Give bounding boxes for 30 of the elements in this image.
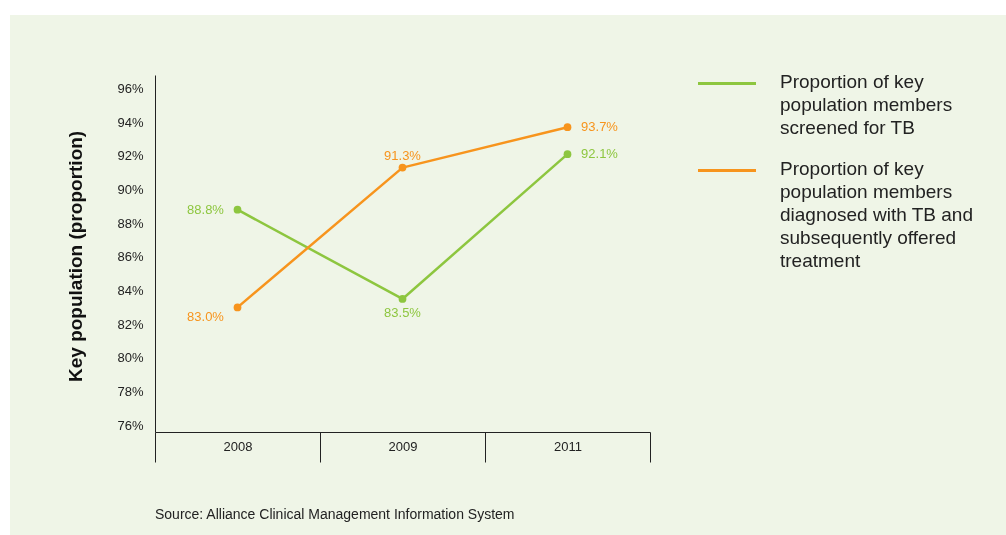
- legend-label: Proportion of key population members screened for TB: [780, 70, 954, 139]
- x-tick-label: 2011: [554, 438, 582, 454]
- y-axis-title: Key population (proportion): [65, 130, 86, 382]
- data-label: 83.5%: [384, 304, 422, 320]
- y-tick-label: 80%: [117, 350, 144, 366]
- point: [563, 123, 572, 132]
- point: [563, 150, 572, 159]
- y-tick-label: 94%: [117, 114, 144, 130]
- data-label: 92.1%: [581, 146, 619, 162]
- point: [398, 163, 407, 172]
- data-label: 91.3%: [384, 147, 422, 163]
- y-tick-label: 86%: [117, 249, 144, 265]
- legend-label: Proportion of key population members diagnosed with TB and subsequently offered treatment: [780, 157, 974, 272]
- y-tick-label: 92%: [117, 148, 144, 164]
- y-tick-label: 78%: [117, 384, 144, 400]
- data-label: 83.0%: [187, 309, 225, 325]
- y-tick-label: 76%: [117, 417, 144, 433]
- source-note: Source: Alliance Clinical Management Information System: [155, 506, 515, 522]
- y-tick-label: 84%: [117, 283, 144, 299]
- x-tick-label: 2008: [223, 438, 253, 454]
- point: [398, 295, 407, 303]
- point: [233, 303, 242, 312]
- point: [233, 205, 242, 214]
- y-tick-label: 96%: [117, 80, 144, 96]
- y-tick-label: 82%: [117, 316, 144, 332]
- data-label: 93.7%: [581, 119, 619, 135]
- data-label: 88.8%: [187, 201, 225, 217]
- x-tick-label: 2009: [388, 438, 418, 454]
- y-tick-label: 88%: [117, 215, 144, 231]
- y-tick-label: 90%: [117, 182, 144, 198]
